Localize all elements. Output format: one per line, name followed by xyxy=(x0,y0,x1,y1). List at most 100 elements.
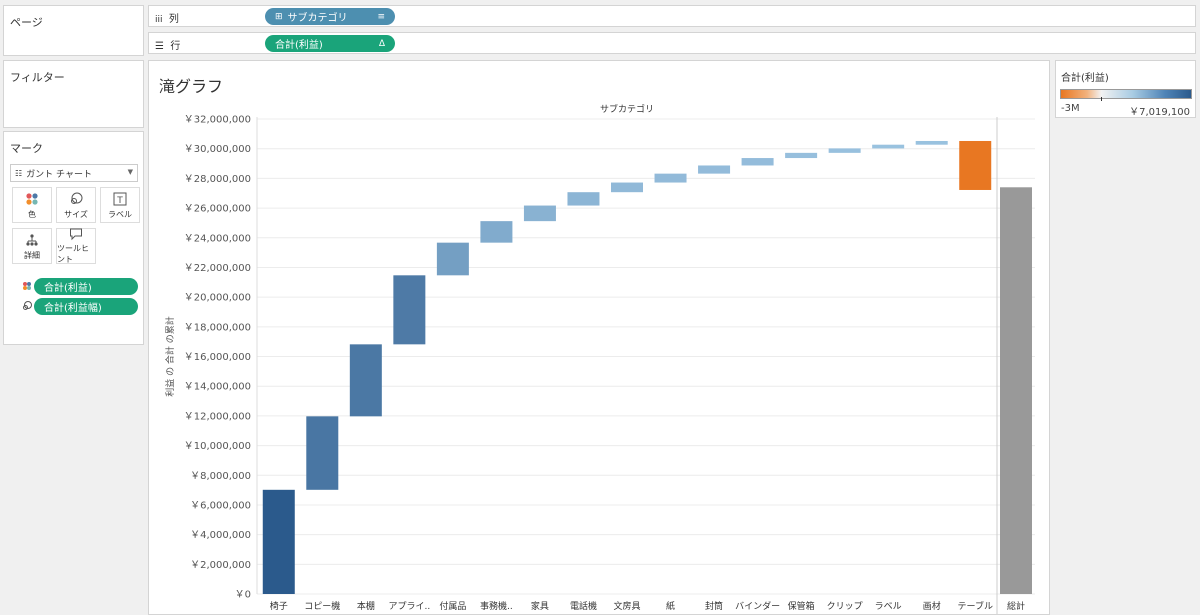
pages-title: ページ xyxy=(10,16,43,29)
x-category-label: バインダー xyxy=(735,600,780,612)
svg-text:T: T xyxy=(116,196,123,206)
delta-icon: Δ xyxy=(378,38,385,49)
x-category-label: クリップ xyxy=(827,601,863,612)
x-category-label: 本棚 xyxy=(357,600,375,612)
size-icon xyxy=(22,301,32,314)
profit-rows-pill[interactable]: 合計(利益) Δ xyxy=(265,35,395,52)
marks-card: マーク ☷ ガント チャート ▼ 色 サイズ T ラベル xyxy=(3,131,144,345)
rows-shelf-label: ☰ 行 xyxy=(155,37,180,52)
waterfall-bar xyxy=(393,275,426,345)
expand-plus-icon: ⊞ xyxy=(275,11,283,22)
waterfall-bar xyxy=(1000,187,1032,594)
detail-label: 詳細 xyxy=(24,250,40,260)
y-tick-label: ￥22,000,000 xyxy=(184,263,251,274)
label-label: ラベル xyxy=(108,209,132,219)
profit-rows-pill-text: 合計(利益) xyxy=(275,40,323,51)
rows-icon: ☰ xyxy=(155,41,164,52)
gantt-icon: ☷ xyxy=(15,168,23,178)
x-category-label: 保管箱 xyxy=(788,600,815,612)
x-category-label: 事務機.. xyxy=(480,600,513,612)
waterfall-bar xyxy=(480,221,513,243)
waterfall-bar xyxy=(567,192,600,206)
legend-max-label: ￥7,019,100 xyxy=(1129,107,1190,118)
waterfall-bar xyxy=(262,489,295,594)
column-header-subcategory: サブカテゴリ xyxy=(600,103,654,115)
y-tick-label: ￥28,000,000 xyxy=(184,174,251,185)
x-category-label: アプライ.. xyxy=(388,601,430,612)
color-dots-icon xyxy=(22,281,32,294)
x-category-label: 紙 xyxy=(666,600,675,612)
y-tick-label: ￥24,000,000 xyxy=(184,233,251,244)
y-tick-label: ￥16,000,000 xyxy=(184,352,251,363)
size-label: サイズ xyxy=(64,209,88,219)
waterfall-bar xyxy=(872,144,905,149)
mark-type-value: ガント チャート xyxy=(26,169,92,180)
color-profit-pill[interactable]: 合計(利益) xyxy=(34,278,138,295)
rows-label-text: 行 xyxy=(170,41,181,52)
x-category-label: 椅子 xyxy=(270,600,288,612)
waterfall-chart[interactable]: サブカテゴリ ￥0 ￥2,000,000 ￥4,000,000 ￥6,000,000 ￥8… xyxy=(149,61,1049,614)
waterfall-bar xyxy=(828,148,861,153)
y-tick-label: ￥4,000,000 xyxy=(190,530,251,541)
columns-shelf-label: iii 列 xyxy=(155,10,179,25)
y-tick-label: ￥14,000,000 xyxy=(184,382,251,393)
waterfall-bar xyxy=(436,242,469,276)
y-tick-label: ￥30,000,000 xyxy=(184,144,251,155)
color-dots-icon xyxy=(25,191,39,207)
waterfall-bar xyxy=(306,416,339,490)
color-label: 色 xyxy=(28,209,36,219)
y-tick-label: ￥20,000,000 xyxy=(184,293,251,304)
y-tick-label: ￥18,000,000 xyxy=(184,322,251,333)
color-button[interactable]: 色 xyxy=(12,187,52,223)
rows-shelf[interactable]: ☰ 行 合計(利益) Δ xyxy=(148,32,1196,54)
legend-min-label: -3M xyxy=(1061,103,1080,114)
waterfall-bar xyxy=(349,344,382,417)
pages-panel[interactable]: ページ xyxy=(3,5,144,56)
x-category-label: 封筒 xyxy=(705,600,723,612)
x-category-label: 付属品 xyxy=(439,601,466,612)
detail-icon xyxy=(25,232,39,248)
worksheet-view: 滝グラフ サブカテゴリ ￥0 ￥2,000,000 ￥4,000,000 ￥6,000,… xyxy=(148,60,1050,615)
filters-panel[interactable]: フィルター xyxy=(3,60,144,128)
columns-icon: iii xyxy=(155,15,163,25)
y-tick-label: ￥26,000,000 xyxy=(184,204,251,215)
label-button[interactable]: T ラベル xyxy=(100,187,140,223)
x-category-label: 文房具 xyxy=(613,600,640,612)
x-category-label: コピー機 xyxy=(304,600,340,612)
x-category-label: 電話機 xyxy=(570,600,597,612)
chevron-down-icon: ▼ xyxy=(127,168,133,176)
y-tick-label: ￥2,000,000 xyxy=(190,560,251,571)
x-category-label: テーブル xyxy=(958,600,993,612)
text-label-icon: T xyxy=(113,191,127,207)
filters-title: フィルター xyxy=(10,71,65,84)
size-profit-width-pill[interactable]: 合計(利益幅) xyxy=(34,298,138,315)
legend-title: 合計(利益) xyxy=(1061,73,1109,84)
y-tick-label: ￥6,000,000 xyxy=(190,500,251,511)
color-legend[interactable]: 合計(利益) -3M ￥7,019,100 xyxy=(1055,60,1196,118)
waterfall-bar xyxy=(698,165,731,174)
mark-type-dropdown[interactable]: ☷ ガント チャート ▼ xyxy=(10,164,138,182)
tooltip-button[interactable]: ツールヒント xyxy=(56,228,96,264)
tooltip-label: ツールヒント xyxy=(57,244,89,264)
x-category-label: 総計 xyxy=(1007,600,1025,612)
y-tick-label: ￥12,000,000 xyxy=(184,411,251,422)
tooltip-icon xyxy=(69,227,83,241)
subcategory-pill[interactable]: ⊞ サブカテゴリ ≡ xyxy=(265,8,395,25)
waterfall-bar xyxy=(915,140,948,145)
y-tick-label: ￥10,000,000 xyxy=(184,441,251,452)
detail-button[interactable]: 詳細 xyxy=(12,228,52,264)
y-tick-label: ￥8,000,000 xyxy=(190,471,251,482)
size-button[interactable]: サイズ xyxy=(56,187,96,223)
waterfall-bar xyxy=(523,205,556,222)
waterfall-bar xyxy=(959,140,992,190)
waterfall-bar xyxy=(785,152,818,159)
y-axis-title: 利益 の 合計 の累計 xyxy=(164,316,176,397)
waterfall-bar xyxy=(654,173,687,183)
y-tick-label: ￥0 xyxy=(235,590,251,601)
x-category-label: ラベル xyxy=(875,601,902,612)
columns-shelf[interactable]: iii 列 ⊞ サブカテゴリ ≡ xyxy=(148,5,1196,27)
size-icon xyxy=(69,191,83,207)
sheet-title: 滝グラフ xyxy=(159,77,224,96)
x-category-label: 家具 xyxy=(531,600,549,612)
